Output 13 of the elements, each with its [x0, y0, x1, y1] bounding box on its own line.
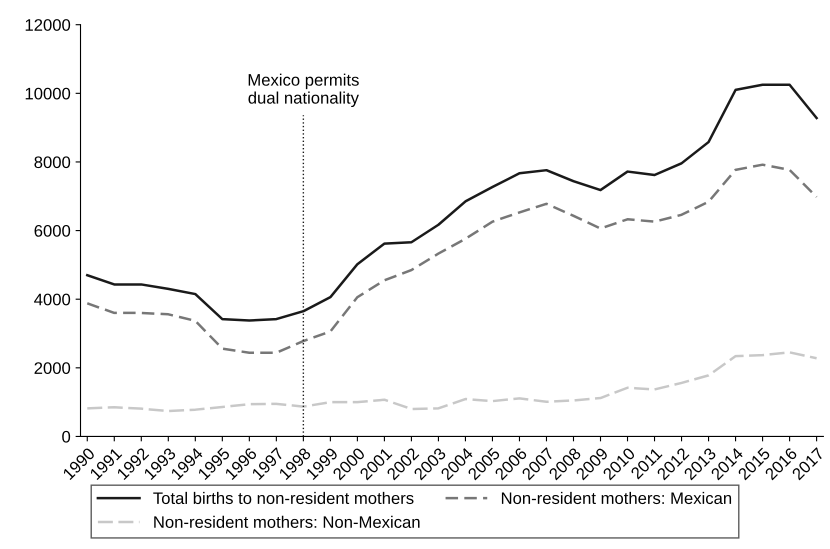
- y-tick-label: 8000: [34, 156, 70, 168]
- line-series: [86, 351, 818, 412]
- legend-label: Total births to non-resident mothers: [153, 492, 414, 504]
- y-tick-label: 6000: [34, 224, 70, 237]
- ref-line-label: Mexico permits dual nationality: [248, 74, 359, 108]
- line-series: [86, 163, 818, 354]
- legend-label: Non-resident mothers: Non-Mexican: [154, 516, 420, 528]
- legend-label: Non-resident mothers: Mexican: [502, 492, 732, 504]
- y-tick-label: 4000: [34, 294, 70, 306]
- y-tick-label: 2000: [34, 362, 70, 374]
- y-tick-label: 12000: [26, 19, 70, 31]
- y-tick-label: 10000: [26, 88, 70, 100]
- y-tick-label: 0: [62, 430, 70, 443]
